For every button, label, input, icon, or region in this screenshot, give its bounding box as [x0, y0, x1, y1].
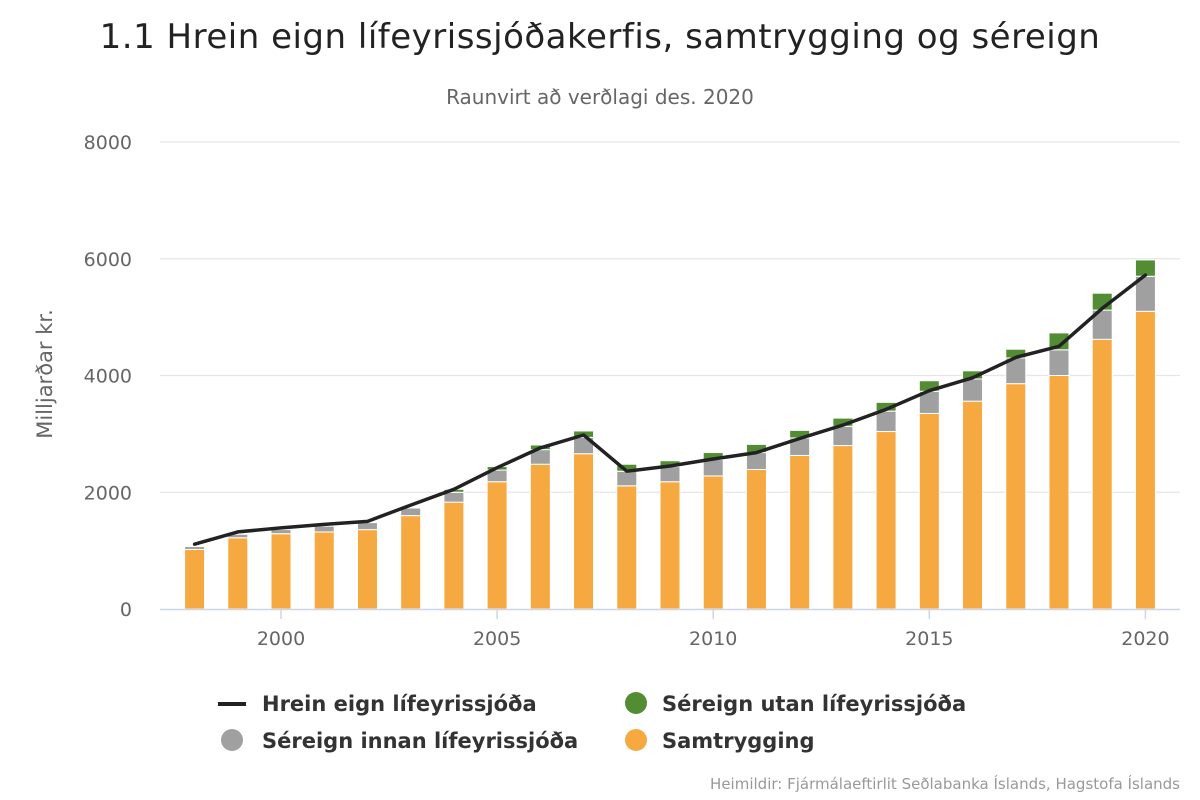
x-axis: 2000 2005 2010 2015 2020	[160, 608, 1180, 650]
bar-s-reign-innan-l-feyrissj-a-2008[interactable]	[616, 470, 638, 487]
x-tick-label: 2015	[905, 628, 953, 650]
legend: Hrein eign lífeyrissjóða Séreign innan l…	[218, 692, 966, 753]
bar-samtrygging-2013[interactable]	[832, 445, 854, 610]
bar-samtrygging-2008[interactable]	[616, 485, 638, 610]
bar-s-reign-innan-l-feyrissj-a-2001[interactable]	[313, 525, 335, 533]
bar-samtrygging-2019[interactable]	[1091, 338, 1113, 610]
bar-samtrygging-2003[interactable]	[400, 515, 422, 610]
bar-s-reign-innan-l-feyrissj-a-2010[interactable]	[702, 459, 724, 477]
bar-samtrygging-2012[interactable]	[789, 454, 811, 610]
y-tick-label: 6000	[84, 249, 132, 271]
bars-group	[184, 259, 1156, 610]
bar-s-reign-innan-l-feyrissj-a-2018[interactable]	[1048, 349, 1070, 377]
chart-title: 1.1 Hrein eign lífeyrissjóðakerfis, samt…	[100, 17, 1101, 57]
bar-samtrygging-2009[interactable]	[659, 481, 681, 610]
bar-samtrygging-2000[interactable]	[270, 533, 292, 610]
bar-samtrygging-1999[interactable]	[227, 537, 249, 610]
legend-label-hrein-eign: Hrein eign lífeyrissjóða	[262, 692, 537, 716]
bar-samtrygging-2014[interactable]	[875, 431, 897, 610]
chart-credits[interactable]: Heimildir: Fjármálaeftirlit Seðlabanka Í…	[710, 774, 1180, 793]
y-tick-label: 2000	[84, 482, 132, 504]
bar-s-reign-utan-l-feyrissj-a-2018[interactable]	[1048, 332, 1070, 351]
legend-swatch-samtrygging	[625, 729, 647, 751]
y-axis-ticks: 0 2000 4000 6000 8000	[84, 132, 132, 621]
bar-samtrygging-2016[interactable]	[962, 400, 984, 610]
bar-s-reign-innan-l-feyrissj-a-1998[interactable]	[184, 546, 206, 550]
legend-swatch-sereign-innan	[221, 729, 243, 751]
y-tick-label: 8000	[84, 132, 132, 154]
bar-samtrygging-2005[interactable]	[486, 481, 508, 610]
bar-samtrygging-2020[interactable]	[1134, 310, 1156, 610]
x-tick-label: 2010	[689, 628, 737, 650]
bar-samtrygging-2017[interactable]	[1005, 383, 1027, 610]
bar-samtrygging-2018[interactable]	[1048, 375, 1070, 610]
y-axis-label: Milljarðar kr.	[33, 309, 57, 439]
legend-label-sereign-utan: Séreign utan lífeyrissjóða	[662, 692, 966, 716]
y-tick-label: 0	[120, 599, 132, 621]
legend-label-sereign-innan: Séreign innan lífeyrissjóða	[262, 729, 578, 753]
y-tick-label: 4000	[84, 366, 132, 388]
bar-s-reign-innan-l-feyrissj-a-2013[interactable]	[832, 425, 854, 447]
bar-samtrygging-2001[interactable]	[313, 531, 335, 610]
legend-swatch-sereign-utan	[625, 692, 647, 714]
bar-s-reign-innan-l-feyrissj-a-2016[interactable]	[962, 378, 984, 402]
bar-s-reign-innan-l-feyrissj-a-2003[interactable]	[400, 507, 422, 517]
grid-lines	[160, 141, 1180, 493]
x-tick-label: 2000	[257, 628, 305, 650]
bar-samtrygging-2006[interactable]	[529, 463, 551, 610]
bar-samtrygging-2010[interactable]	[702, 475, 724, 610]
legend-item-hrein-eign[interactable]: Hrein eign lífeyrissjóða	[218, 692, 537, 716]
legend-item-samtrygging[interactable]: Samtrygging	[625, 729, 815, 753]
bar-samtrygging-2007[interactable]	[573, 453, 595, 610]
bar-s-reign-innan-l-feyrissj-a-2004[interactable]	[443, 491, 465, 503]
bar-samtrygging-2002[interactable]	[356, 529, 378, 610]
bar-s-reign-innan-l-feyrissj-a-2014[interactable]	[875, 410, 897, 433]
legend-item-sereign-utan[interactable]: Séreign utan lífeyrissjóða	[625, 692, 966, 716]
line-series-group	[192, 273, 1148, 546]
bar-samtrygging-2011[interactable]	[745, 468, 767, 610]
x-tick-label: 2020	[1121, 628, 1169, 650]
legend-label-samtrygging: Samtrygging	[662, 729, 815, 753]
x-tick-label: 2005	[473, 628, 521, 650]
legend-item-sereign-innan[interactable]: Séreign innan lífeyrissjóða	[221, 729, 578, 753]
bar-samtrygging-2004[interactable]	[443, 501, 465, 610]
line-hrein-eign[interactable]	[192, 273, 1148, 546]
bar-s-reign-innan-l-feyrissj-a-2002[interactable]	[356, 522, 378, 531]
bar-samtrygging-2015[interactable]	[918, 412, 940, 610]
bar-samtrygging-1998[interactable]	[184, 548, 206, 610]
chart-subtitle: Raunvirt að verðlagi des. 2020	[446, 85, 754, 109]
bar-s-reign-innan-l-feyrissj-a-2009[interactable]	[659, 466, 681, 483]
